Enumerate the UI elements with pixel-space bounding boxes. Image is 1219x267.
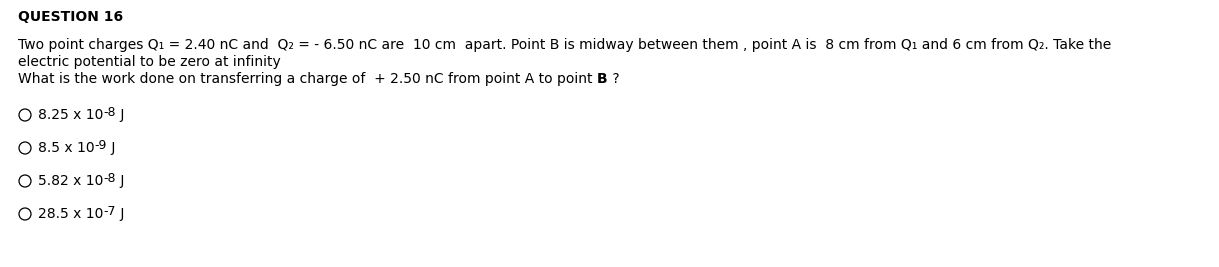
Text: -8: -8 [104, 106, 116, 119]
Text: -8: -8 [104, 172, 116, 185]
Text: J: J [107, 141, 116, 155]
Text: -7: -7 [104, 205, 116, 218]
Text: 8.5 x 10: 8.5 x 10 [38, 141, 95, 155]
Text: J: J [116, 174, 124, 188]
Text: 8.25 x 10: 8.25 x 10 [38, 108, 104, 122]
Text: B: B [597, 72, 607, 86]
Text: What is the work done on transferring a charge of  + 2.50 nC from point A to poi: What is the work done on transferring a … [18, 72, 597, 86]
Text: QUESTION 16: QUESTION 16 [18, 10, 123, 24]
Text: 5.82 x 10: 5.82 x 10 [38, 174, 104, 188]
Text: -9: -9 [95, 139, 107, 152]
Text: J: J [116, 207, 124, 221]
Text: electric potential to be zero at infinity: electric potential to be zero at infinit… [18, 55, 280, 69]
Text: ?: ? [607, 72, 619, 86]
Text: Two point charges Q₁ = 2.40 nC and  Q₂ = - 6.50 nC are  10 cm  apart. Point B is: Two point charges Q₁ = 2.40 nC and Q₂ = … [18, 38, 1112, 52]
Text: J: J [116, 108, 124, 122]
Text: 28.5 x 10: 28.5 x 10 [38, 207, 104, 221]
